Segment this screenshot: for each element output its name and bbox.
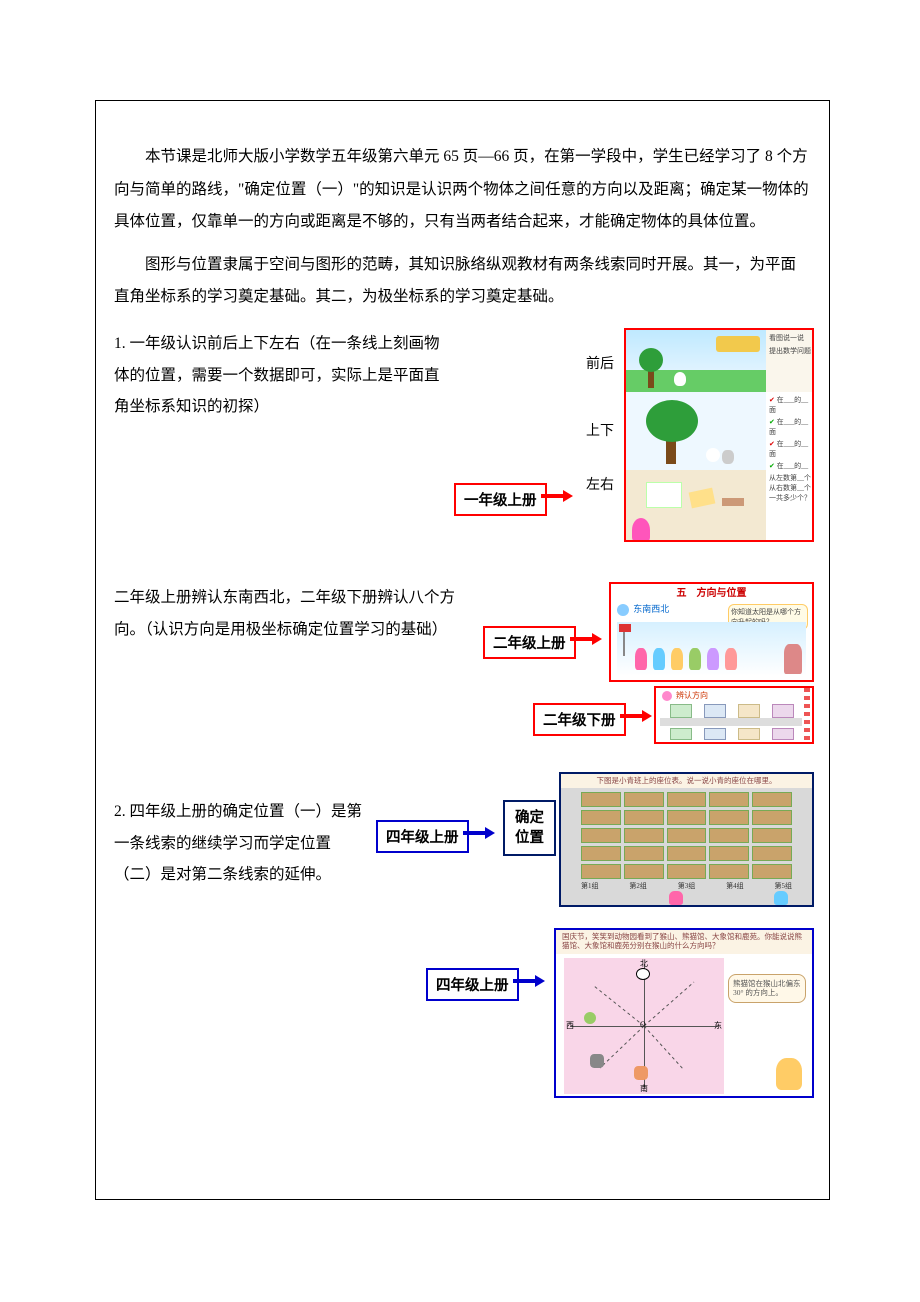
side-label-c: 左右 xyxy=(583,479,617,493)
thumb4b-caption: 国庆节，笑笑到动物园看到了猴山、熊猫馆、大象馆和鹿苑。你能说说熊猫馆、大象馆和鹿… xyxy=(556,930,812,954)
thumb1-panel3-side: 从左数第__个 从右数第__个 一共多少个？ xyxy=(766,470,814,542)
thumb1-panel2-side: ✔ 在___的__面 ✔ 在___的__面 ✔ 在___的__面 ✔ 在___的… xyxy=(766,392,814,470)
thumb4a-caption: 下图是小青班上的座位表。说一说小青的座位在哪里。 xyxy=(561,774,812,788)
label-grade4-up2: 四年级上册 xyxy=(426,968,519,1001)
thumb2a-title: 五 方向与位置 xyxy=(611,584,812,600)
thumb-grade2b: 辨认方向 xyxy=(654,686,814,744)
item2-text: 二年级上册辨认东南西北，二年级下册辨认八个方向。（认识方向是用极坐标确定位置学习… xyxy=(114,582,469,646)
intro-paragraph-2: 图形与位置隶属于空间与图形的范畴，其知识脉络纵观教材有两条线索同时开展。其一，为… xyxy=(114,249,811,314)
thumb2b-sub: 辨认方向 xyxy=(662,690,708,701)
side-label-b: 上下 xyxy=(583,425,617,439)
thumb1-panel1-side: 看图说一说 提出数学问题 xyxy=(766,330,814,392)
thumb4b-bubble: 熊猫馆在猴山北偏东 30° 的方向上。 xyxy=(728,974,806,1004)
section-grade4a: 2. 四年级上册的确定位置（一）是第一条线索的继续学习而学定位置（二）是对第二条… xyxy=(114,772,811,922)
item1-text: 1. 一年级认识前后上下左右（在一条线上刻画物体的位置，需要一个数据即可，实际上… xyxy=(114,328,449,423)
thumb-grade1: 看图说一说 提出数学问题 ✔ 在___的__面 ✔ 在___的__面 ✔ 在__… xyxy=(624,328,814,542)
thumb2a-sub: 东南西北 xyxy=(617,602,669,616)
thumb4a-desks xyxy=(581,792,792,879)
label-grade4-up1: 四年级上册 xyxy=(376,820,469,853)
thumb-grade2a: 五 方向与位置 东南西北 你知道太阳是从哪个方向升起的吗？ xyxy=(609,582,814,682)
item3-text: 2. 四年级上册的确定位置（一）是第一条线索的继续学习而学定位置（二）是对第二条… xyxy=(114,772,369,891)
label-grade2-up: 二年级上册 xyxy=(483,626,576,659)
page-frame: 本节课是北师大版小学数学五年级第六单元 65 页—66 页，在第一学段中，学生已… xyxy=(95,100,830,1200)
section-grade1: 1. 一年级认识前后上下左右（在一条线上刻画物体的位置，需要一个数据即可，实际上… xyxy=(114,328,811,558)
thumb-grade4a: 下图是小青班上的座位表。说一说小青的座位在哪里。 第1组第2组第3组第4组第5组 xyxy=(559,772,814,907)
section-grade2: 二年级上册辨认东南西北，二年级下册辨认八个方向。（认识方向是用极坐标确定位置学习… xyxy=(114,582,811,754)
thumb1-panel2 xyxy=(626,392,766,470)
side-label-a: 前后 xyxy=(583,358,617,372)
label-grade1-up: 一年级上册 xyxy=(454,483,547,516)
thumb1-panel3 xyxy=(626,470,766,542)
thumb4b-character xyxy=(776,1058,802,1090)
thumb4a-cols: 第1组第2组第3组第4组第5组 xyxy=(581,881,792,891)
label-grade2-down: 二年级下册 xyxy=(533,703,626,736)
intro-paragraph-1: 本节课是北师大版小学数学五年级第六单元 65 页—66 页，在第一学段中，学生已… xyxy=(114,141,811,239)
thumb4b-map: 北 南 东 西 O xyxy=(564,958,724,1094)
thumb-grade4b: 国庆节，笑笑到动物园看到了猴山、熊猫馆、大象馆和鹿苑。你能说说熊猫馆、大象馆和鹿… xyxy=(554,928,814,1098)
section-grade4b: 四年级上册 国庆节，笑笑到动物园看到了猴山、熊猫馆、大象馆和鹿苑。你能说说熊猫馆… xyxy=(114,928,811,1113)
label-position: 确定位置 xyxy=(503,800,556,857)
thumb1-panel1 xyxy=(626,330,766,392)
